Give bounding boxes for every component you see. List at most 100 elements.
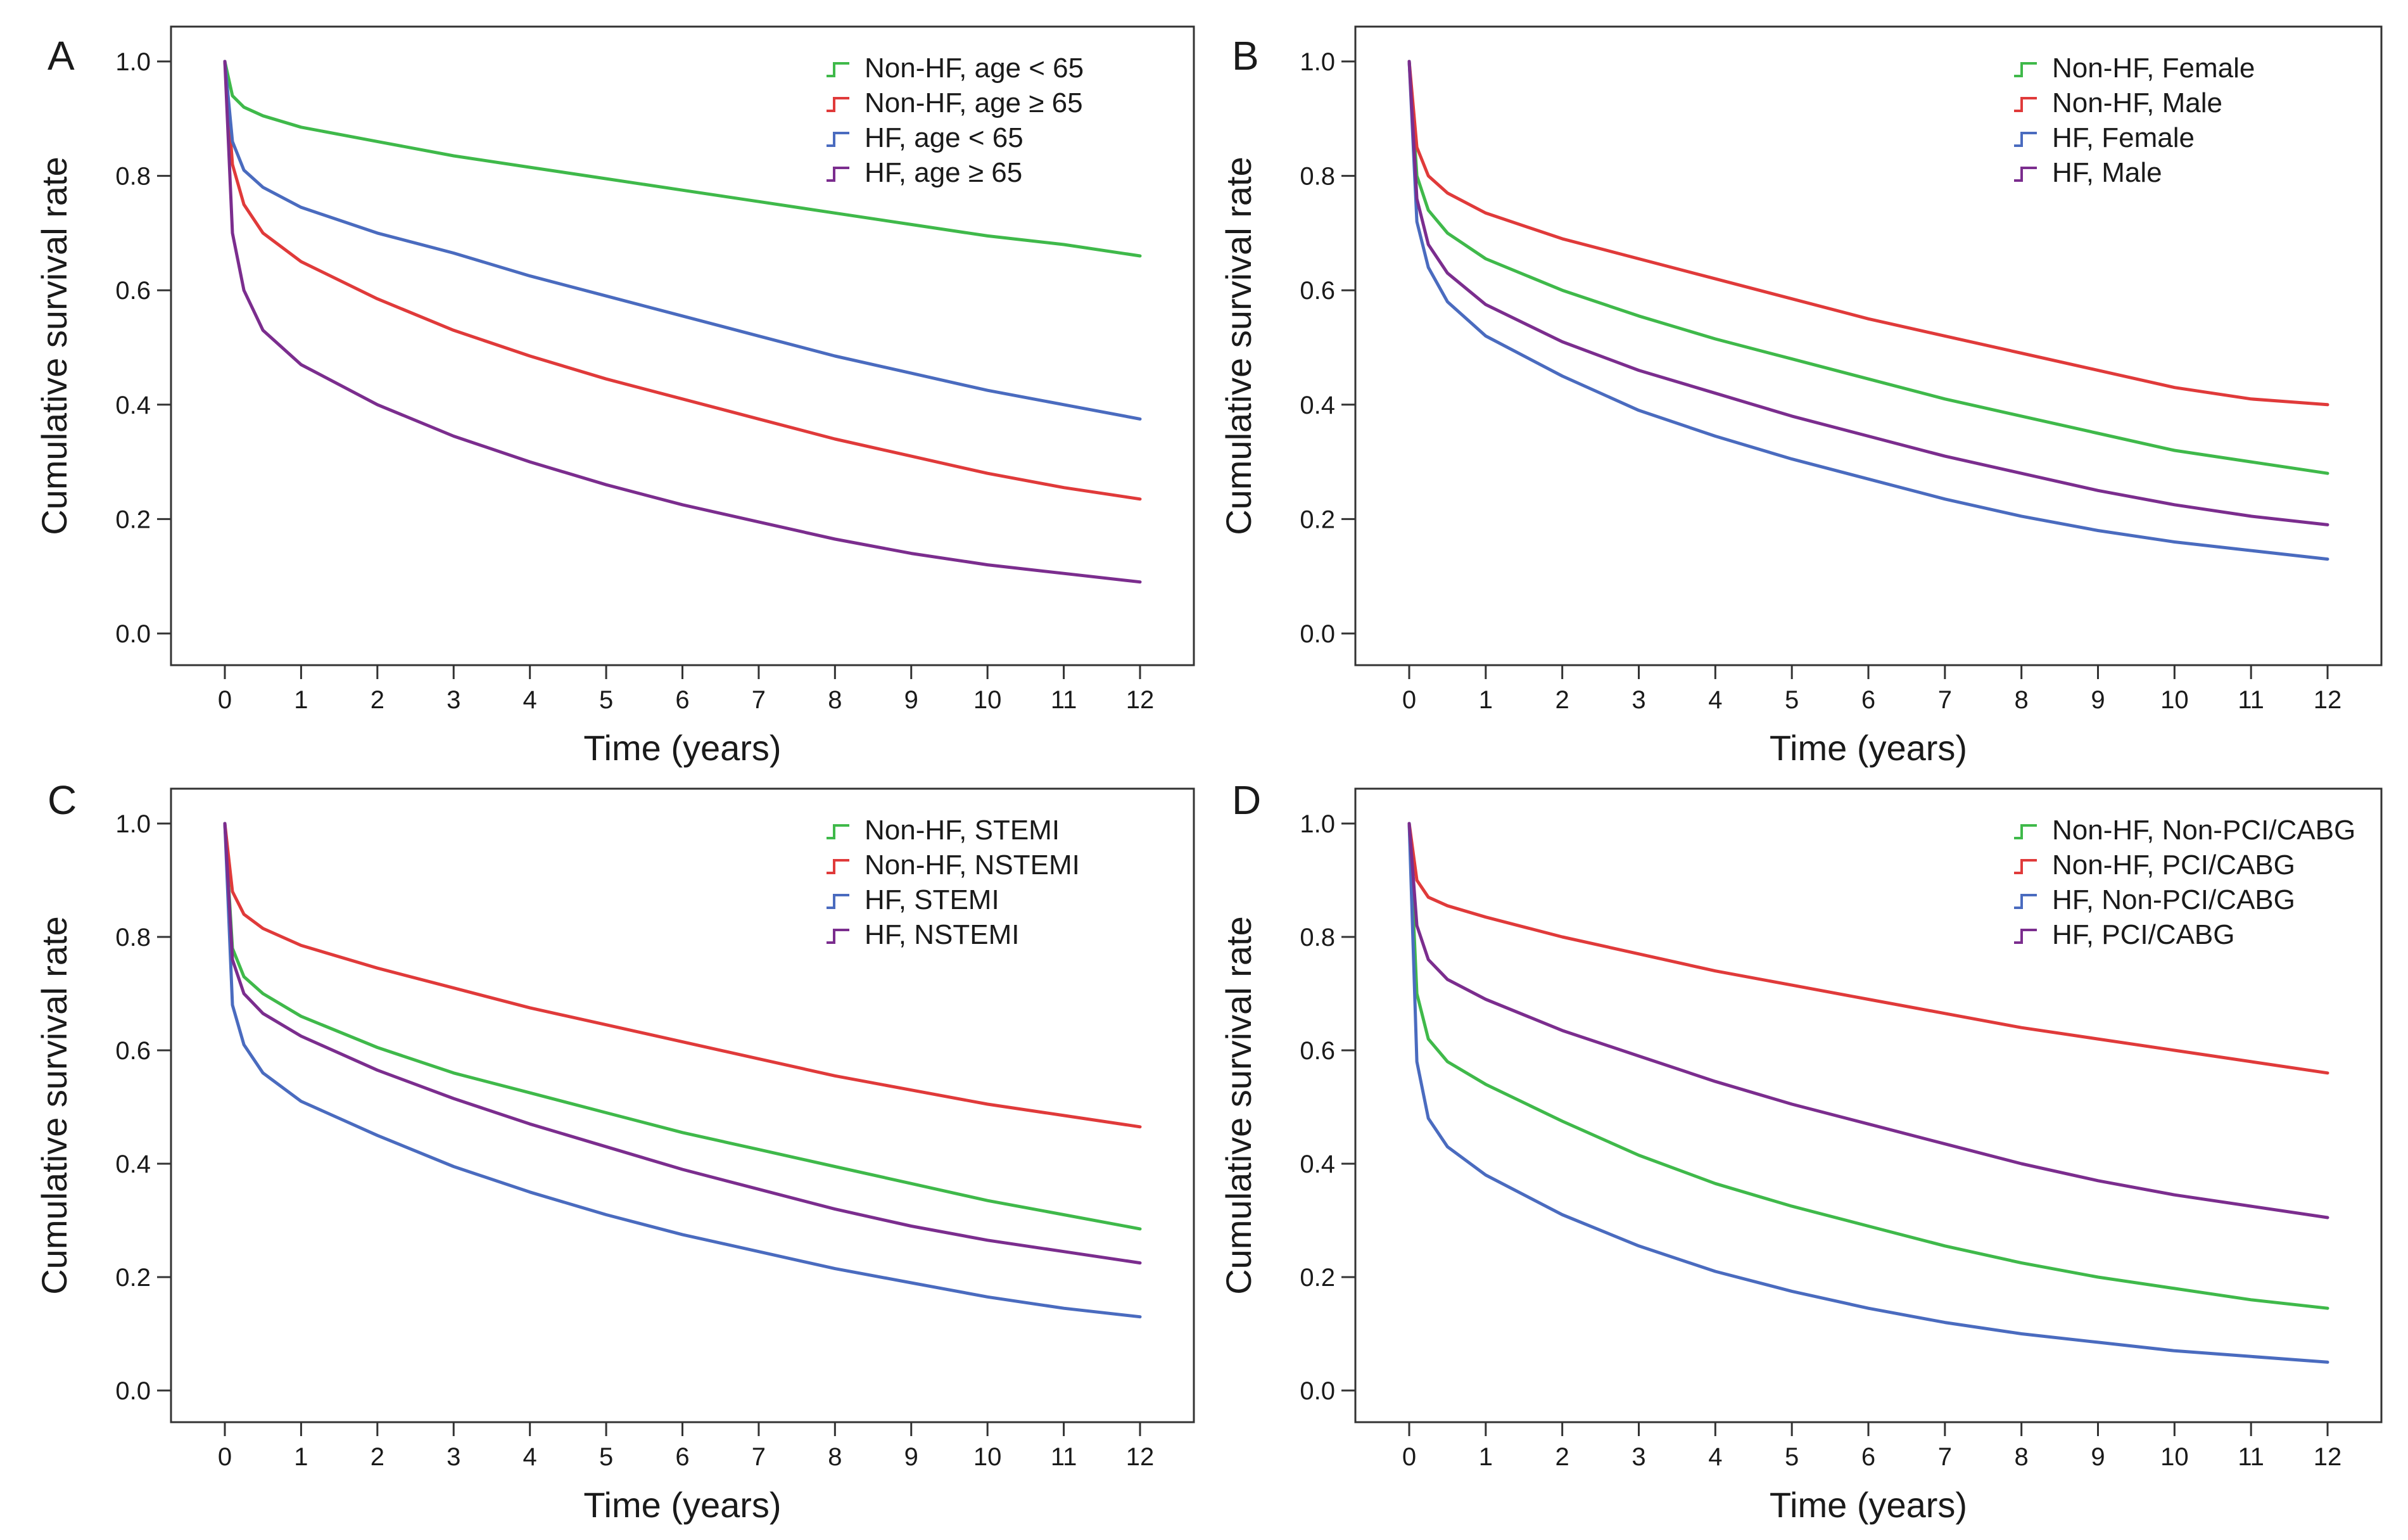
x-tick-label: 4 [523,1443,537,1471]
series-line-1 [223,60,1142,258]
x-tick-label: 8 [828,686,842,714]
x-tick-label: 12 [2314,686,2342,714]
x-tick-label: 3 [447,686,460,714]
x-tick-label: 8 [2015,1443,2029,1471]
x-tick-label: 2 [1556,686,1569,714]
x-tick-label: 8 [2015,686,2029,714]
y-tick-label: 1.0 [115,810,151,838]
series-line-4 [223,822,1142,1265]
series-line-3 [223,822,1142,1319]
series-line-4 [1407,60,2329,526]
plot-frame [1354,25,2383,666]
y-tick-label: 0.2 [1300,506,1335,533]
panel-d: D0.00.20.40.60.81.00 1 2 3 4 5 6 7 8 9 10 11 12Time … [1219,777,2383,1525]
x-tick-label: 2 [371,1443,384,1471]
series-line-4 [1407,822,2329,1219]
x-tick-label: 7 [752,686,766,714]
x-tick-label: 9 [2091,686,2105,714]
x-tick-label: 11 [2238,686,2264,714]
x-tick-label: 0 [218,1443,232,1471]
y-tick-label: 0.2 [1300,1264,1335,1292]
x-tick-label: 6 [1861,686,1875,714]
legend-swatch [827,929,849,944]
series-line-3 [223,60,1142,421]
x-axis-title: Time (years) [583,1485,781,1525]
x-tick-label: 1 [1479,1443,1493,1471]
legend-swatch [2014,929,2037,944]
plot-frame [1354,787,2383,1423]
panel-letter: D [1232,777,1261,823]
x-tick-label: 4 [523,686,537,714]
y-tick-label: 1.0 [1300,810,1335,838]
legend-label: Non-HF, Female [2052,53,2255,84]
x-tick-label: 11 [1051,686,1077,714]
panel-a: A0.00.20.40.60.81.00 1 2 3 4 5 6 7 8 9 10 11 12Time … [34,25,1195,768]
x-tick-label: 4 [1708,686,1722,714]
panel-c: C0.00.20.40.60.81.00 1 2 3 4 5 6 7 8 9 10 11 12Time … [34,777,1195,1525]
series-line-2 [1407,822,2329,1075]
legend-label: HF, Male [2052,157,2162,188]
x-tick-label: 10 [973,686,1002,714]
y-tick-label: 0.4 [1300,1150,1335,1178]
x-tick-label: 0 [1402,686,1416,714]
x-tick-label: 10 [973,1443,1002,1471]
y-tick-label: 0.6 [1300,1037,1335,1065]
x-tick-label: 12 [1126,1443,1155,1471]
y-axis-title: Cumulative survival rate [1219,156,1258,535]
x-axis-title: Time (years) [1770,1485,1967,1525]
x-tick-label: 10 [2160,686,2189,714]
legend-swatch [2014,132,2037,147]
x-tick-label: 5 [1785,1443,1799,1471]
x-tick-label: 11 [2238,1443,2264,1471]
legend-label: HF, Female [2052,122,2195,153]
legend-swatch [827,97,849,112]
y-tick-label: 0.6 [1300,277,1335,305]
x-tick-label: 7 [1938,1443,1952,1471]
legend-label: Non-HF, STEMI [865,815,1060,846]
legend-swatch [827,62,849,77]
x-tick-label: 0 [1402,1443,1416,1471]
x-tick-label: 7 [752,1443,766,1471]
x-tick-label: 11 [1051,1443,1077,1471]
legend-label: HF, PCI/CABG [2052,919,2235,950]
y-tick-label: 1.0 [1300,48,1335,76]
panel-b: B0.00.20.40.60.81.00 1 2 3 4 5 6 7 8 9 10 11 12Time … [1219,25,2383,768]
panel-letter: C [48,777,77,823]
y-tick-label: 0.4 [1300,391,1335,419]
x-tick-label: 1 [294,1443,308,1471]
x-tick-label: 8 [828,1443,842,1471]
x-tick-label: 9 [904,686,918,714]
series-line-1 [1407,60,2329,475]
y-tick-label: 0.4 [115,1150,151,1178]
y-tick-label: 0.6 [115,277,151,305]
x-tick-label: 3 [1632,686,1645,714]
x-tick-label: 12 [1126,686,1155,714]
x-axis-title: Time (years) [1770,728,1967,768]
y-tick-label: 0.8 [115,924,151,951]
x-tick-label: 3 [447,1443,460,1471]
x-tick-label: 2 [1556,1443,1569,1471]
legend-label: Non-HF, age ≥ 65 [865,87,1083,118]
legend-label: Non-HF, NSTEMI [865,850,1080,881]
legend-swatch [2014,167,2037,182]
legend-label: HF, age ≥ 65 [865,157,1022,188]
series-line-2 [223,822,1142,1129]
legend-swatch [2014,62,2037,77]
legend-swatch [827,132,849,147]
legend-swatch [2014,859,2037,874]
x-tick-label: 4 [1708,1443,1722,1471]
y-tick-label: 0.4 [115,391,151,419]
y-axis-title: Cumulative survival rate [34,916,74,1295]
legend-label: Non-HF, Male [2052,87,2222,118]
y-tick-label: 0.0 [115,1377,151,1405]
legend-label: Non-HF, PCI/CABG [2052,850,2295,881]
series-line-3 [1407,60,2329,561]
series-line-2 [223,60,1142,501]
y-tick-label: 0.0 [115,620,151,648]
legend-label: HF, Non-PCI/CABG [2052,884,2295,915]
x-tick-label: 1 [294,686,308,714]
x-tick-label: 6 [675,686,689,714]
x-tick-label: 10 [2160,1443,2189,1471]
panel-letter: A [48,33,75,79]
